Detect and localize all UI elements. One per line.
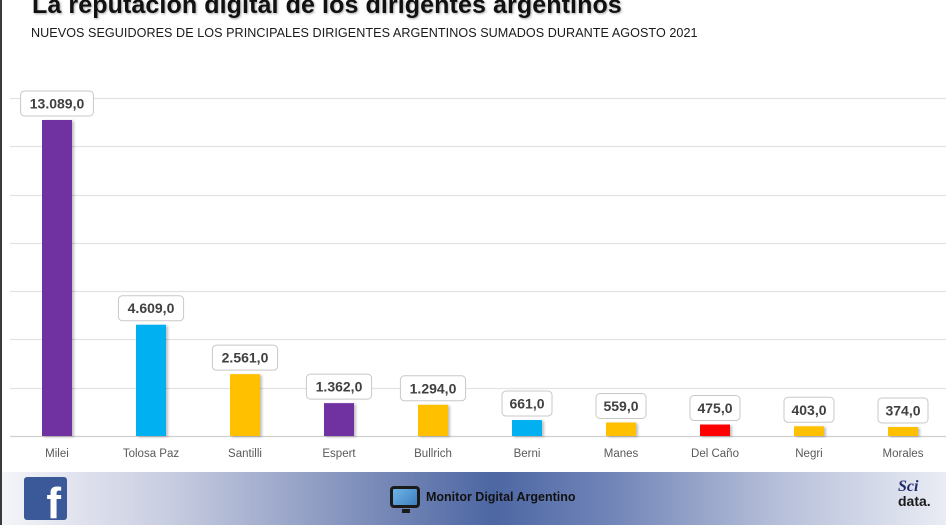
bar-manes (606, 422, 636, 436)
data-label: 2.561,0 (211, 344, 279, 371)
bar-milei (42, 119, 72, 436)
category-labels: Milei Tolosa Paz Santilli Espert Bullrich Ber… (45, 448, 924, 460)
category-label: Del Caño (691, 448, 739, 460)
data-label-text: 13.089,0 (30, 95, 85, 111)
data-label: 1.294,0 (399, 375, 467, 402)
bar-negri (794, 426, 824, 436)
data-label-text: 1.294,0 (410, 380, 457, 396)
bar-espert (324, 403, 354, 436)
category-label: Bullrich (414, 448, 452, 460)
data-label-box (877, 397, 929, 424)
monitor-label: Monitor Digital Argentino (426, 490, 576, 504)
data-label-text: 2.561,0 (222, 350, 269, 366)
data-label-box (783, 396, 835, 423)
data-label-box (305, 373, 373, 400)
category-label: Negri (795, 448, 822, 460)
data-label: 403,0 (783, 396, 835, 423)
scidata-data: data. (898, 493, 931, 509)
data-label-box (399, 375, 467, 402)
bar-santilli (230, 374, 260, 436)
data-label-box (501, 390, 553, 417)
data-label-text: 661,0 (509, 396, 544, 412)
chart-subtitle: NUEVOS SEGUIDORES DE LOS PRINCIPALES DIR… (31, 26, 698, 40)
data-label: 661,0 (501, 390, 553, 417)
category-label: Santilli (228, 448, 262, 460)
gridlines (10, 97, 946, 438)
data-label-box (595, 393, 647, 420)
bar-del-caño (700, 424, 730, 436)
category-label: Berni (514, 448, 541, 460)
bar-chart: 13.089,0 4.609,0 2.561,0 1.362,0 1.294,0 661,… (10, 90, 946, 460)
data-label: 13.089,0 (20, 90, 94, 117)
facebook-logo-icon: f (24, 477, 67, 520)
data-label-text: 559,0 (603, 398, 638, 414)
bars (42, 119, 918, 436)
left-border (0, 0, 2, 525)
data-label-text: 1.362,0 (316, 379, 363, 395)
data-label-box (117, 295, 185, 322)
data-label: 4.609,0 (117, 295, 185, 322)
data-labels: 13.089,0 4.609,0 2.561,0 1.362,0 1.294,0 661,… (20, 90, 929, 424)
monitor-icon (390, 486, 420, 513)
data-label: 1.362,0 (305, 373, 373, 400)
bar-berni (512, 420, 542, 436)
data-label-box (20, 90, 94, 117)
scidata-logo: Sci data. (898, 478, 931, 509)
data-label-text: 403,0 (791, 402, 826, 418)
category-label: Tolosa Paz (123, 448, 180, 460)
bar-bullrich (418, 404, 448, 436)
bar-morales (888, 426, 918, 436)
monitor-digital-logo: Monitor Digital Argentino (390, 482, 576, 513)
facebook-letter: f (46, 479, 61, 521)
data-label: 475,0 (689, 395, 741, 422)
category-label: Milei (45, 448, 69, 460)
data-label-text: 475,0 (697, 400, 732, 416)
category-label: Manes (604, 448, 639, 460)
footer-banner: f Monitor Digital Argentino Sci data. (2, 472, 946, 525)
category-label: Espert (322, 448, 356, 460)
scidata-sci: Sci (898, 478, 919, 495)
bar-tolosa-paz (136, 324, 166, 436)
data-label: 559,0 (595, 393, 647, 420)
chart-title: La reputación digital de los dirigentes … (32, 0, 622, 19)
category-label: Morales (883, 448, 924, 460)
data-label-box (689, 395, 741, 422)
data-label: 374,0 (877, 397, 929, 424)
data-label-text: 4.609,0 (128, 300, 175, 316)
data-label-text: 374,0 (885, 402, 920, 418)
data-label-box (211, 344, 279, 371)
